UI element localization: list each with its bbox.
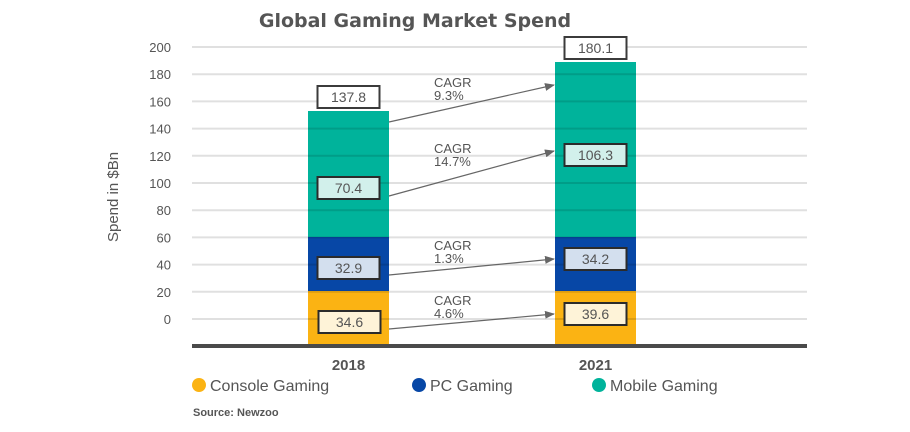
total-value-label: 180.1: [578, 40, 613, 56]
y-axis-label: Spend in $Bn: [105, 152, 122, 242]
legend-label: Console Gaming: [210, 378, 329, 395]
legend-label: PC Gaming: [430, 378, 513, 395]
total-label-box: [563, 36, 628, 60]
segment-label-box: [316, 176, 381, 200]
segment-value-label: 34.6: [336, 314, 363, 330]
legend-marker: [592, 378, 606, 392]
segment-value-label: 34.2: [582, 251, 609, 267]
legend: Console Gaming PC Gaming Mobile Gaming: [192, 378, 718, 395]
cagr-arrow: [388, 149, 555, 197]
x-axis-line: [192, 344, 807, 348]
cagr-label: CAGR: [434, 238, 472, 253]
cagr-arrow: [388, 83, 555, 123]
cagr-label: CAGR: [434, 141, 472, 156]
segment-value-label: 70.4: [335, 180, 362, 196]
cagr-label: CAGR: [434, 293, 472, 308]
legend-marker: [192, 378, 206, 392]
y-tick-label: 0: [164, 312, 171, 327]
segment-value-label: 32.9: [335, 260, 362, 276]
segment-label-box: [563, 302, 628, 326]
total-label-box: [316, 85, 381, 109]
segment-label-box: [317, 310, 382, 334]
segment-label-box: [316, 256, 381, 280]
cagr-value: 9.3%: [434, 88, 464, 103]
cagr-value: 1.3%: [434, 251, 464, 266]
y-tick-label: 80: [157, 203, 171, 218]
total-value-label: 137.8: [331, 89, 366, 105]
gridlines: [192, 46, 807, 320]
value-labels: 34.6 32.9 70.4 137.8 39.6 34.2 106.3 180.1: [316, 36, 628, 334]
source-note: Source: Newzoo: [193, 407, 279, 419]
bar-segment-mobile-gaming: [308, 111, 389, 237]
cagr-value: 14.7%: [434, 154, 471, 169]
y-tick-label: 180: [149, 67, 171, 82]
y-tick-label: 40: [157, 258, 171, 273]
legend-label: Mobile Gaming: [610, 378, 718, 395]
x-tick-label: 2018: [332, 357, 365, 374]
y-tick-label: 20: [157, 285, 171, 300]
segment-value-label: 39.6: [582, 306, 609, 322]
segment-label-box: [563, 247, 628, 271]
segment-label-box: [563, 143, 628, 167]
legend-marker: [412, 378, 426, 392]
y-tick-label: 60: [157, 230, 171, 245]
y-tick-label: 160: [149, 94, 171, 109]
segment-value-label: 106.3: [578, 147, 613, 163]
x-axis-ticks: 2018 2021: [332, 357, 612, 374]
y-tick-label: 120: [149, 149, 171, 164]
cagr-label: CAGR: [434, 75, 472, 90]
y-tick-label: 100: [149, 176, 171, 191]
y-tick-label: 140: [149, 122, 171, 137]
cagr-arrow: [388, 310, 555, 330]
chart-title: Global Gaming Market Spend: [259, 10, 571, 32]
y-tick-label: 200: [149, 40, 171, 55]
cagr-value: 4.6%: [434, 306, 464, 321]
cagr-arrow: [388, 255, 555, 276]
x-tick-label: 2021: [579, 357, 612, 374]
